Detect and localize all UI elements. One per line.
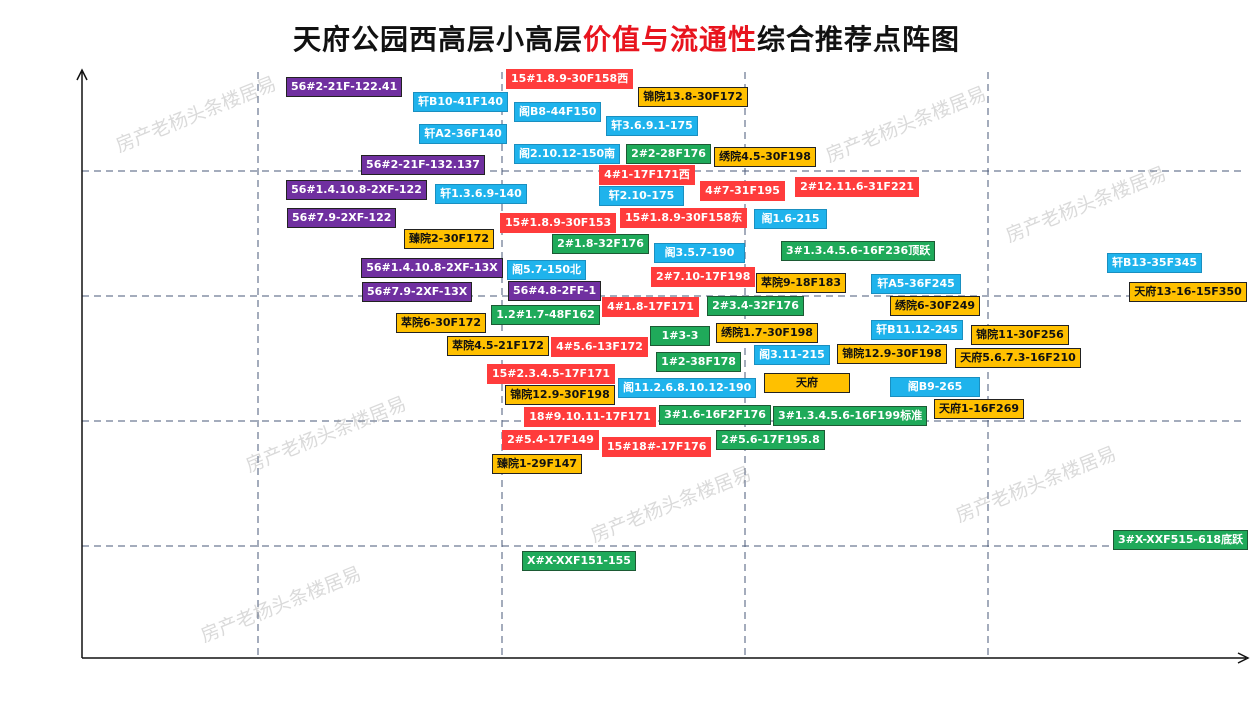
data-point-label: 锦院13.8-30F172 [638,87,748,107]
data-point-label: 阁1.6-215 [754,209,827,229]
data-point-label: 臻院2-30F172 [404,229,494,249]
data-point-label: 56#4.8-2FF-1 [508,281,601,301]
data-point-label: 2#12.11.6-31F221 [795,177,919,197]
x-axis-arrow-icon [1237,652,1250,664]
data-point-label: 56#2-21F-122.41 [286,77,402,97]
title-part-1: 天府公园西高层小高层 [292,23,583,56]
data-point-label: 2#7.10-17F198 [651,267,755,287]
data-point-label: 轩A2-36F140 [419,124,507,144]
data-point-label: 4#7-31F195 [700,181,785,201]
data-point-label: 轩1.3.6.9-140 [435,184,527,204]
data-point-label: 锦院11-30F256 [971,325,1069,345]
data-point-label: 1#2-38F178 [656,352,741,372]
data-point-label: 阁2.10.12-150南 [514,144,620,164]
data-point-label: 轩B11.12-245 [871,320,963,340]
data-point-label: 阁5.7-150北 [507,260,586,280]
data-point-label: 2#5.4-17F149 [502,430,599,450]
data-point-label: 1#3-3 [650,326,710,346]
data-point-label: 阁11.2.6.8.10.12-190 [618,378,756,398]
data-point-label: 绣院6-30F249 [890,296,980,316]
title-part-3: 综合推荐点阵图 [757,23,961,56]
data-point-label: 18#9.10.11-17F171 [524,407,656,427]
data-point-label: 轩B10-41F140 [413,92,508,112]
data-point-label: 阁3.5.7-190 [654,243,745,263]
data-point-label: 56#2-21F-132.137 [361,155,485,175]
data-point-label: 2#1.8-32F176 [552,234,649,254]
data-point-label: 1.2#1.7-48F162 [491,305,600,325]
data-point-label: 轩2.10-175 [599,186,684,206]
data-point-label: 天府 [764,373,850,393]
data-point-label: 绣院1.7-30F198 [716,323,818,343]
data-point-label: 绣院4.5-30F198 [714,147,816,167]
data-point-label: 锦院12.9-30F198 [837,344,947,364]
data-point-label: 4#1-17F171西 [599,165,695,185]
chart-title: 天府公园西高层小高层价值与流通性综合推荐点阵图 [0,18,1253,58]
data-point-label: 天府1-16F269 [934,399,1024,419]
data-point-label: 轩3.6.9.1-175 [606,116,698,136]
data-point-label: 4#1.8-17F171 [602,297,699,317]
data-point-label: 轩B13-35F345 [1107,253,1202,273]
data-point-label: 天府5.6.7.3-16F210 [955,348,1081,368]
data-point-label: 轩A5-36F245 [871,274,961,294]
data-point-label: 15#1.8.9-30F153 [500,213,616,233]
y-axis-arrow-icon [76,68,88,81]
data-point-label: 2#5.6-17F195.8 [716,430,825,450]
data-point-label: 3#1.6-16F2F176 [659,405,771,425]
data-point-label: 2#2-28F176 [626,144,711,164]
data-point-label: 锦院12.9-30F198 [505,385,615,405]
data-point-label: 56#7.9-2XF-122 [287,208,396,228]
data-point-label: 萃院4.5-21F172 [447,336,549,356]
data-point-label: 15#2.3.4.5-17F171 [487,364,615,384]
data-point-label: 15#18#-17F176 [602,437,711,457]
data-point-label: 56#1.4.10.8-2XF-122 [286,180,427,200]
data-point-label: X#X-XXF151-155 [522,551,636,571]
data-point-label: 3#1.3.4.5.6-16F199标准 [773,406,927,426]
data-point-label: 阁3.11-215 [754,345,830,365]
data-point-label: 萃院9-18F183 [756,273,846,293]
data-point-label: 阁B9-265 [890,377,980,397]
data-point-label: 3#1.3.4.5.6-16F236顶跃 [781,241,935,261]
data-point-label: 15#1.8.9-30F158东 [620,208,747,228]
data-point-label: 萃院6-30F172 [396,313,486,333]
data-point-label: 15#1.8.9-30F158西 [506,69,633,89]
data-point-label: 阁B8-44F150 [514,102,601,122]
data-point-label: 56#1.4.10.8-2XF-13X [361,258,503,278]
data-point-label: 4#5.6-13F172 [551,337,648,357]
data-point-label: 56#7.9-2XF-13X [362,282,472,302]
data-point-label: 臻院1-29F147 [492,454,582,474]
data-point-label: 2#3.4-32F176 [707,296,804,316]
data-point-label: 3#X-XXF515-618底跃 [1113,530,1248,550]
data-point-label: 天府13-16-15F350 [1129,282,1247,302]
title-highlight: 价值与流通性 [582,23,757,56]
